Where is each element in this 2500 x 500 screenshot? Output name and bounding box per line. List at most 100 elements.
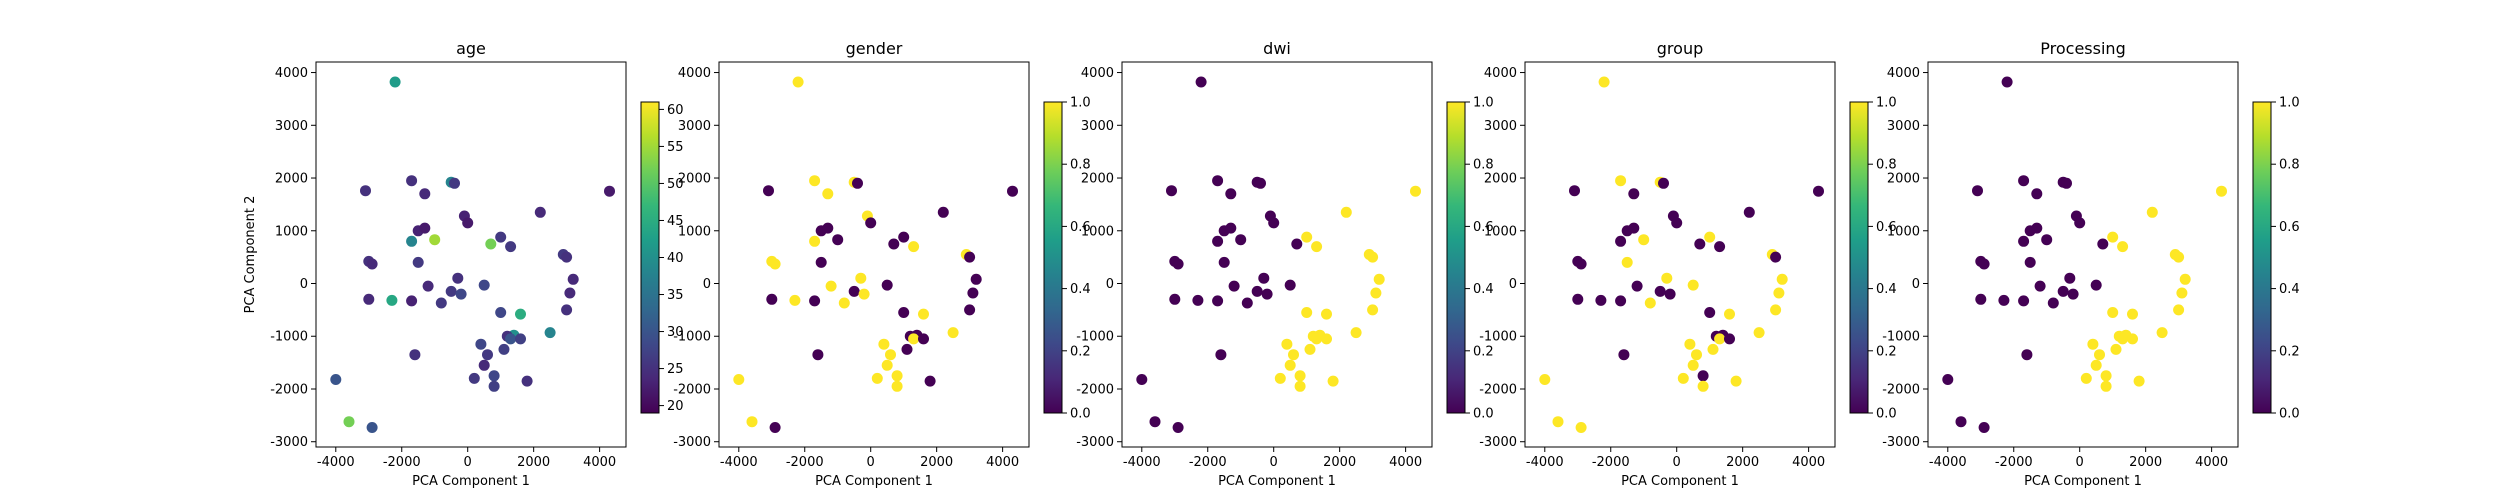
scatter-point [1166,185,1177,197]
scatter-point [2156,327,2168,339]
scatter-point [792,76,804,88]
scatter-point [389,76,401,88]
scatter-point [947,327,959,339]
subplot-title: group [1657,39,1703,58]
scatter-point [891,380,903,392]
scatter-point [409,349,421,361]
x-axis-label: PCA Component 1 [815,474,933,489]
scatter-point [1228,280,1240,292]
scatter-point [1212,175,1224,187]
scatter-point [2090,359,2102,371]
scatter-point [2216,185,2227,197]
scatter-point [838,297,850,309]
colorbar-tick-label: 0.4 [1876,282,1897,297]
scatter-point [1284,359,1296,371]
x-tick-label: -4000 [720,455,758,470]
colorbar-tick-label: 1.0 [1876,96,1897,111]
y-tick-label: 1000 [1484,224,1517,239]
scatter-point [2034,280,2046,292]
scatter-point [1195,76,1207,88]
x-tick-label: -2000 [1189,455,1227,470]
scatter-point [1288,349,1299,361]
scatter-point [2090,279,2102,291]
colorbar-tick-label: 0.2 [1876,344,1897,359]
scatter-point [1284,279,1296,291]
colorbar-tick-label: 0.6 [2279,220,2300,235]
scatter-point [478,359,490,371]
scatter-point [1628,188,1640,200]
x-tick-label: 2000 [920,455,953,470]
scatter-point [534,206,546,218]
x-tick-label: 0 [2076,455,2084,470]
scatter-point [1370,287,1382,299]
y-tick-label: -1000 [673,330,711,345]
colorbar-tick-label: 60 [667,103,684,118]
y-tick-label: 2000 [1887,172,1920,187]
scatter-point [918,333,929,345]
y-tick-label: 0 [300,277,308,292]
scatter-point [763,185,774,197]
scatter-point [1813,185,1824,197]
scatter-point [1691,349,1702,361]
colorbar: 0.0 0.2 0.4 0.6 0.8 1.0 [1446,96,1494,422]
scatter-point [1304,343,1316,355]
scatter-point [1615,235,1627,247]
y-tick-label: 2000 [1081,172,1114,187]
scatter-point [1773,287,1785,299]
y-tick-label: -3000 [673,435,711,450]
scatter-point [1340,206,1352,218]
scatter-point [2061,177,2072,189]
colorbar: 0.0 0.2 0.4 0.6 0.8 1.0 [1849,96,1897,422]
scatter-point [1261,288,1273,300]
scatter-point [1212,295,1224,307]
scatter-point [885,349,896,361]
scatter-point [2041,234,2053,246]
colorbar-tick-label: 0.6 [1473,220,1494,235]
scatter-point [970,273,982,285]
scatter-point [2018,235,2030,247]
scatter-point [1998,294,2010,306]
colorbar-gradient [1446,101,1466,414]
scatter-point [561,304,573,316]
scatter-point [1539,374,1551,385]
y-tick-label: 4000 [275,66,308,81]
scatter-point [412,256,424,268]
scatter-point [766,293,778,305]
y-tick-label: 0 [1106,277,1114,292]
scatter-point [1615,295,1627,307]
scatter-point [468,372,480,384]
scatter-point [1972,185,1983,197]
scatter-point [386,294,398,306]
scatter-point [1598,76,1610,88]
x-tick-label: -2000 [383,455,421,470]
axes-frame [1524,61,1836,448]
scatter-point [878,338,890,350]
scatter-point [452,272,464,284]
x-tick-label: -4000 [1526,455,1564,470]
scatter-point [505,241,517,253]
scatter-point [1575,422,1587,433]
scatter-point [478,279,490,291]
scatter-point [1215,349,1227,361]
scatter-point [1770,251,1782,263]
scatter-point [488,370,500,382]
y-tick-label: 1000 [275,224,308,239]
scatter-point [898,231,910,243]
scatter-point [1321,333,1332,345]
scatter-point [769,258,781,270]
scatter-point [2173,251,2185,263]
colorbar-tick-label: 1.0 [2279,96,2300,111]
scatter-point [2097,238,2109,250]
scatter-point [1321,308,1332,320]
colorbar-tick-label: 45 [667,214,684,229]
scatter-point [815,256,827,268]
x-tick-label: 4000 [2195,455,2228,470]
scatter-point [2110,343,2122,355]
scatter-point [924,375,936,387]
y-tick-label: 3000 [275,119,308,134]
colorbar-tick-label: 0.8 [1473,158,1494,173]
scatter-point [881,359,893,371]
x-tick-label: -2000 [1995,455,2033,470]
scatter-point [825,280,837,292]
